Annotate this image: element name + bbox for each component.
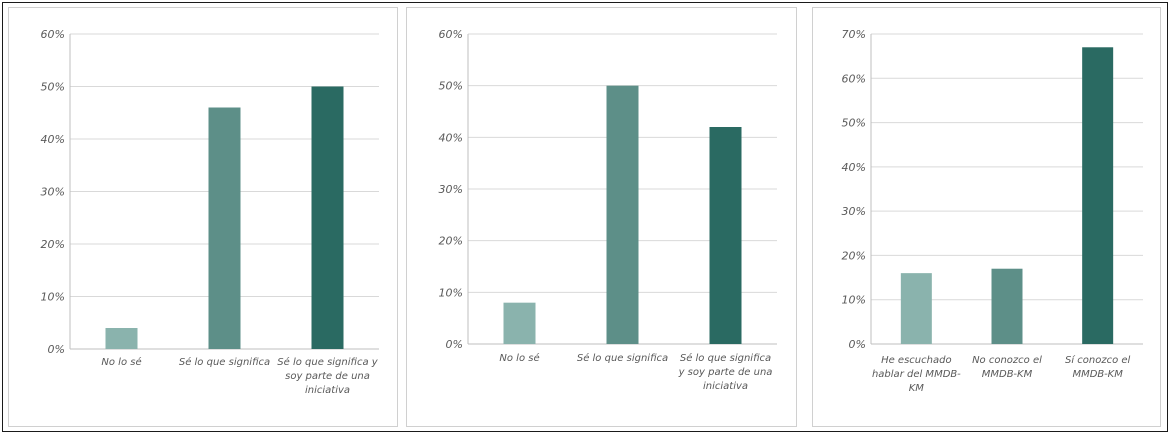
x-category-label-line: No lo sé: [101, 356, 141, 368]
y-tick-label: 60%: [439, 28, 463, 41]
chart-3: 0% 10% 20% 30% 40% 50% 60% 70% He escuchado habla…: [842, 28, 1143, 394]
bar: [1082, 47, 1114, 345]
y-tick-label: 60%: [41, 28, 65, 41]
y-tick-label: 40%: [439, 131, 463, 144]
y-tick-label: 50%: [842, 117, 866, 130]
y-tick-label: 30%: [842, 205, 866, 218]
x-category-label: Sí conozco el MMDB-KM: [1065, 354, 1131, 380]
chart-panel-3: 0% 10% 20% 30% 40% 50% 60% 70% He escuchado habla…: [812, 7, 1161, 427]
x-category-label-line: Sé lo que significa: [179, 356, 270, 368]
bar: [991, 268, 1023, 344]
y-tick-label: 20%: [439, 235, 463, 248]
x-category-label-line: Sé lo que significa: [680, 352, 771, 364]
y-tick-label: 0%: [48, 343, 65, 356]
y-tick-label: 70%: [842, 28, 866, 41]
bar: [503, 302, 536, 344]
y-tick-label: 50%: [41, 81, 65, 94]
y-tick-label: 0%: [446, 338, 463, 351]
x-category-label: No lo sé: [101, 356, 141, 368]
chart-panel-2: 0% 10% 20% 30% 40% 50% 60% No lo sé Sé lo que si…: [406, 7, 797, 427]
x-category-label-line: No conozco el: [972, 355, 1042, 366]
x-category-label: No conozco el MMDB-KM: [972, 355, 1042, 380]
x-category-label-line: KM: [909, 383, 925, 394]
bar: [900, 273, 932, 344]
chart-2: 0% 10% 20% 30% 40% 50% 60% No lo sé Sé lo que si…: [439, 28, 777, 392]
x-category-label-line: He escuchado: [881, 355, 951, 366]
y-tick-label: 10%: [439, 286, 463, 299]
y-tick-label: 20%: [842, 249, 866, 262]
x-category-label-line: MMDB-KM: [1072, 369, 1123, 380]
x-category-label-line: No lo sé: [499, 352, 539, 364]
x-category-label-line: iniciativa: [703, 381, 748, 392]
y-tick-label: 30%: [41, 186, 65, 199]
bar: [606, 85, 639, 345]
bar: [311, 86, 344, 349]
x-category-label: Sé lo que significa y soy parte de una ini…: [277, 356, 378, 396]
y-tick-label: 10%: [842, 294, 866, 307]
x-category-label-line: y soy parte de una: [678, 367, 773, 378]
y-tick-label: 30%: [439, 183, 463, 196]
x-category-label: Sé lo que significa y soy parte de una ini…: [678, 352, 773, 392]
x-category-label: He escuchado hablar del MMDB- KM: [872, 355, 961, 394]
y-tick-label: 40%: [842, 161, 866, 174]
x-category-label-line: Sé lo que significa: [577, 352, 668, 364]
x-category-label: Sé lo que significa: [577, 352, 668, 364]
x-category-label-line: Sí conozco el: [1065, 354, 1131, 366]
y-tick-label: 10%: [41, 291, 65, 304]
x-category-label-line: Sé lo que significa y: [277, 356, 378, 368]
chart-1: 0% 10% 20% 30% 40% 50% 60% No lo sé Sé lo que si…: [41, 28, 379, 396]
x-category-label: No lo sé: [499, 352, 539, 364]
x-category-label-line: iniciativa: [305, 385, 350, 396]
chart-panel-1: 0% 10% 20% 30% 40% 50% 60% No lo sé Sé lo que si…: [8, 7, 398, 427]
x-category-label: Sé lo que significa: [179, 356, 270, 368]
bar: [208, 107, 241, 349]
x-category-label-line: hablar del MMDB-: [872, 369, 961, 380]
y-tick-label: 20%: [41, 238, 65, 251]
y-tick-label: 0%: [849, 338, 866, 351]
x-category-label-line: MMDB-KM: [982, 369, 1033, 380]
bar: [709, 127, 742, 344]
x-category-label-line: soy parte de una: [285, 371, 370, 382]
y-tick-label: 50%: [439, 80, 463, 93]
y-tick-label: 60%: [842, 72, 866, 85]
y-tick-label: 40%: [41, 133, 65, 146]
bar: [105, 328, 138, 349]
